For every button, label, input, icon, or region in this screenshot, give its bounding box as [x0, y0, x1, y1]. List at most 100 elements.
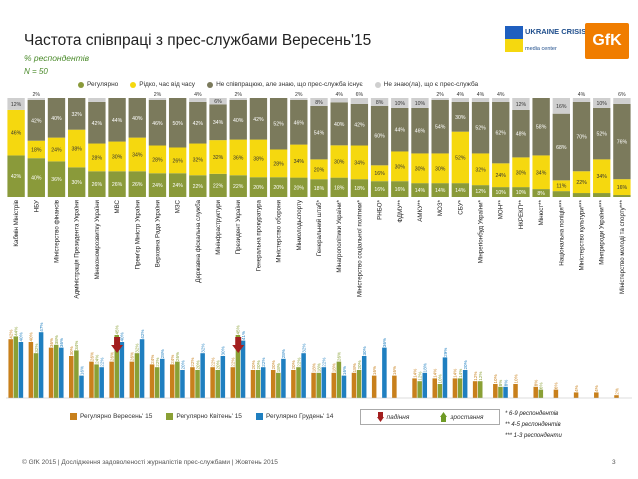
stacked-bar-label: 50%	[172, 121, 183, 127]
trend-bar-label: 18%	[352, 363, 357, 372]
stacked-bar-segment	[27, 98, 45, 100]
trend-bar-label: 20%	[271, 360, 276, 369]
stacked-bar-segment	[189, 143, 207, 176]
trend-bar	[8, 339, 13, 398]
stacked-bar-segment	[451, 101, 470, 132]
category-label: Мінрегіонбуд України*	[478, 199, 485, 263]
stacked-bar-label: 52%	[455, 155, 466, 161]
stacked-bar-segment	[451, 183, 470, 197]
trend-bar-label: 22%	[231, 357, 236, 366]
trend-bar-label: 40%	[29, 332, 34, 341]
trend-bar-label: 20%	[195, 360, 200, 369]
trend-bar	[457, 378, 463, 398]
stacked-bar-label: 24%	[172, 183, 183, 189]
stacked-bar-segment	[290, 98, 308, 100]
stacked-bar-label: 36%	[233, 155, 244, 161]
trend-bar-label: 18%	[276, 363, 281, 372]
stacked-bar-segment	[593, 107, 611, 160]
stacked-bar-label: 32%	[193, 157, 204, 163]
stacked-bar-label: 28%	[152, 157, 163, 163]
arrow-down-icon	[376, 412, 384, 422]
stacked-bar-segment	[229, 139, 247, 176]
stacked-bar-segment	[128, 137, 146, 172]
stacked-bar-label: 42%	[31, 118, 42, 124]
trend-bar	[235, 335, 241, 398]
stacked-bar-label: 8%	[376, 100, 384, 106]
trend-bar	[69, 356, 74, 398]
trend-bar	[311, 372, 316, 398]
trend-bar	[296, 367, 301, 398]
stacked-bar-label: 22%	[233, 184, 244, 190]
stacked-bar-label: 2%	[234, 92, 242, 98]
stacked-bar-segment	[88, 98, 106, 102]
trend-bar	[341, 375, 347, 398]
trend-bar-label: 20%	[291, 360, 296, 369]
stacked-bar-label: 30%	[334, 159, 345, 165]
trend-bar-label: 32%	[200, 343, 205, 352]
stacked-bar-segment	[350, 179, 369, 197]
stacked-bar-segment	[512, 187, 530, 197]
arrow-legend: падіння зростання	[360, 409, 500, 425]
stacked-bar-segment	[67, 167, 86, 197]
trend-bar	[361, 356, 367, 398]
trend-bar-label: 8%	[503, 380, 508, 387]
arrow-up-icon	[440, 412, 448, 422]
trend-bar-label: 18%	[423, 363, 428, 372]
stacked-bar-label: 62%	[496, 131, 507, 137]
trend-bar-label: 18%	[311, 363, 316, 372]
stacked-bar-segment	[613, 179, 631, 196]
trend-bar-label: 26%	[175, 352, 180, 361]
stacked-bar-label: 30%	[455, 115, 466, 121]
stacked-bar-label: 24%	[152, 183, 163, 189]
stacked-bar-segment	[47, 161, 66, 197]
trend-bar	[316, 372, 321, 398]
stacked-bar-label: 10%	[415, 101, 426, 107]
stacked-bar-segment	[108, 141, 126, 172]
trend-legend: Регулярно Вересень' 15 Регулярно Квітень…	[70, 413, 333, 420]
trend-bar	[129, 361, 135, 398]
trend-bar-label: 47%	[39, 322, 44, 331]
category-label: Мінекономрозвитку України	[94, 199, 101, 279]
trend-arrow-down-icon	[232, 337, 245, 353]
trend-bar	[169, 364, 175, 398]
stacked-bar-label: 20%	[253, 185, 264, 191]
trend-bar	[336, 361, 342, 398]
stacked-bar-segment	[27, 99, 45, 141]
stacked-bar-label: 22%	[213, 183, 224, 189]
category-label: Міністерство молоді та спорту***	[619, 199, 626, 294]
stacked-bar-segment	[168, 173, 187, 197]
stacked-bar-label: 26%	[132, 182, 143, 188]
trend-bar	[498, 386, 503, 398]
stacked-bar-segment	[572, 98, 591, 102]
trend-bar	[301, 353, 306, 398]
stacked-bar-label: 58%	[536, 125, 547, 131]
stacked-bar-segment	[88, 101, 106, 144]
legend-item-not-coop: Не співпрацюю, але знаю, що прес-служба …	[207, 81, 363, 88]
trend-bar	[417, 381, 422, 398]
legend-item-rarely: Рідко, час від часу	[130, 81, 195, 88]
stacked-bar-label: 68%	[556, 145, 567, 151]
category-label: Мінагрополітики України*	[336, 199, 343, 272]
stacked-bar-segment	[370, 105, 389, 166]
trend-bar	[573, 392, 579, 398]
stacked-bar-segment	[492, 163, 510, 188]
category-label: НКРЕКП**	[518, 199, 525, 229]
stacked-bar-label: 11%	[556, 184, 566, 190]
stacked-bar-label: 40%	[31, 176, 42, 182]
stacked-bar-segment	[411, 183, 429, 197]
stacked-bar-label: 4%	[578, 92, 586, 98]
trend-bar-label: 24%	[94, 355, 99, 364]
trend-bar-label: 44%	[14, 327, 19, 336]
stacked-bar-label: 18%	[334, 185, 345, 191]
category-label: Верховна Рада України	[154, 199, 161, 267]
stacked-bar-segment	[431, 183, 449, 197]
trend-bar	[139, 339, 145, 398]
trend-bar-label: 32%	[34, 343, 39, 352]
stacked-bar-label: 42%	[92, 121, 103, 127]
legend-item-regular: Регулярно	[78, 81, 118, 88]
trend-bar-label: 28%	[281, 349, 286, 358]
trend-bar-label: 4%	[594, 385, 599, 392]
stacked-bar-segment	[229, 98, 247, 100]
trend-bar-label: 34%	[74, 341, 79, 350]
category-label: Прем'єр Міністр України	[134, 199, 141, 269]
